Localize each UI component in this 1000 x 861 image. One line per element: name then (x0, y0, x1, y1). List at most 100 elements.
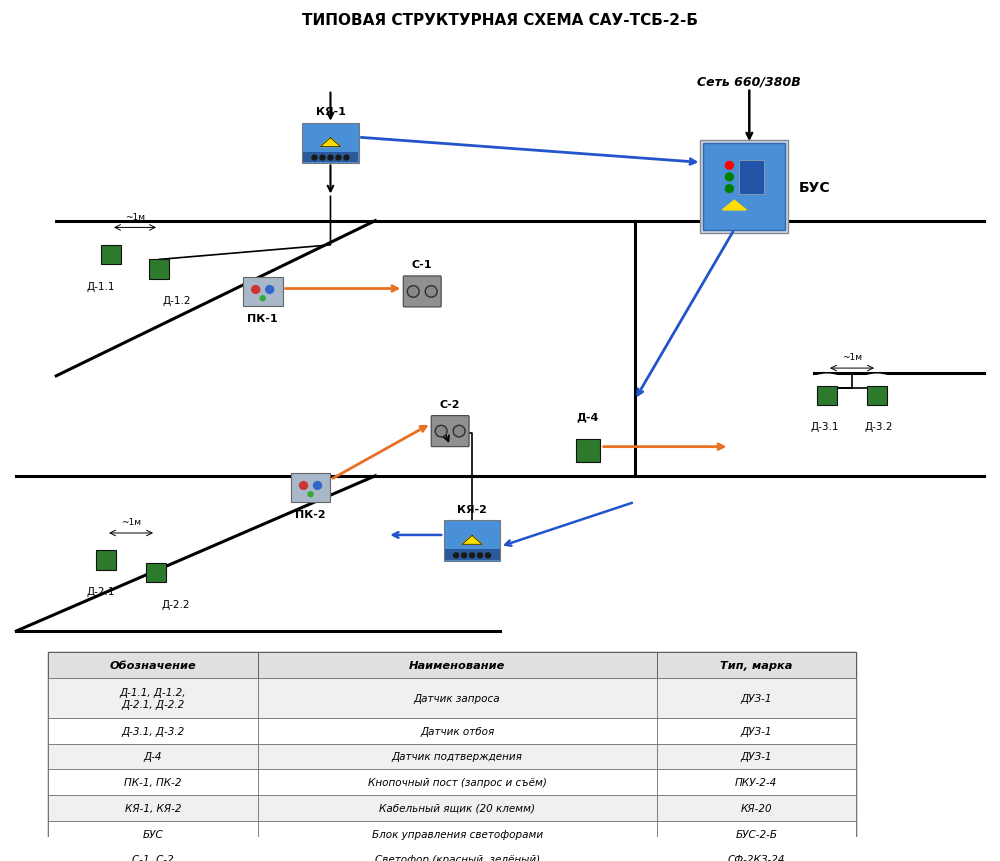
Text: Д-4: Д-4 (144, 752, 162, 762)
Bar (48, 718, 258, 744)
FancyBboxPatch shape (96, 551, 116, 570)
Circle shape (478, 554, 483, 558)
Bar (303, 152, 358, 164)
Circle shape (320, 156, 325, 161)
Circle shape (453, 426, 465, 437)
Bar (657, 678, 856, 718)
Bar (48, 744, 258, 770)
Polygon shape (722, 201, 746, 211)
Text: ~1м: ~1м (842, 353, 862, 362)
Text: Д-1.2: Д-1.2 (163, 296, 191, 306)
Text: КЯ-20: КЯ-20 (740, 803, 772, 813)
Text: ~1м: ~1м (121, 517, 141, 527)
Text: С-2: С-2 (440, 400, 460, 409)
Text: СФ-2КЗ-24: СФ-2КЗ-24 (728, 854, 785, 861)
FancyBboxPatch shape (703, 144, 785, 231)
Text: Д-3.1: Д-3.1 (811, 422, 839, 432)
Text: ШЭЛА: ШЭЛА (101, 709, 221, 741)
Circle shape (328, 156, 333, 161)
Text: ~1м: ~1м (125, 213, 145, 221)
FancyBboxPatch shape (302, 123, 359, 164)
Bar (657, 846, 856, 861)
Circle shape (314, 482, 321, 490)
Bar (48, 846, 258, 861)
Text: Д-1.1, Д-1.2,
Д-2.1, Д-2.2: Д-1.1, Д-1.2, Д-2.1, Д-2.2 (120, 687, 186, 709)
Bar (657, 653, 856, 678)
Text: БУС: БУС (143, 828, 163, 839)
Circle shape (435, 426, 447, 437)
Circle shape (455, 427, 464, 436)
Text: ТИПОВАЯ СТРУКТУРНАЯ СХЕМА САУ-ТСБ-2-Б: ТИПОВАЯ СТРУКТУРНАЯ СХЕМА САУ-ТСБ-2-Б (302, 13, 698, 28)
Text: Сеть 660/380В: Сеть 660/380В (697, 76, 801, 89)
FancyBboxPatch shape (403, 276, 441, 307)
FancyBboxPatch shape (817, 386, 837, 406)
Circle shape (437, 427, 446, 436)
Bar (48, 821, 258, 846)
Text: ↗: ↗ (98, 711, 124, 740)
Bar (48, 770, 258, 795)
Circle shape (462, 554, 467, 558)
Circle shape (427, 288, 436, 296)
Text: С-1, С-2: С-1, С-2 (132, 854, 174, 861)
Bar (657, 744, 856, 770)
Bar (657, 821, 856, 846)
FancyBboxPatch shape (576, 439, 600, 462)
Bar (258, 653, 657, 678)
Circle shape (725, 162, 733, 170)
Circle shape (266, 286, 274, 294)
Bar (258, 846, 657, 861)
Circle shape (308, 492, 313, 497)
Text: Кабельный ящик (20 клемм): Кабельный ящик (20 клемм) (379, 803, 535, 813)
Circle shape (312, 156, 317, 161)
Text: Датчик запроса: Датчик запроса (414, 693, 500, 703)
Bar (258, 770, 657, 795)
Circle shape (252, 286, 260, 294)
Bar (48, 653, 258, 678)
Text: БУС: БУС (799, 181, 831, 195)
Text: ДУЗ-1: ДУЗ-1 (741, 693, 772, 703)
Bar (258, 744, 657, 770)
Text: Датчик отбоя: Датчик отбоя (420, 726, 494, 736)
FancyBboxPatch shape (700, 141, 788, 234)
Circle shape (470, 554, 475, 558)
Bar (258, 678, 657, 718)
FancyBboxPatch shape (431, 416, 469, 447)
Circle shape (300, 482, 308, 490)
Circle shape (344, 156, 349, 161)
Circle shape (486, 554, 491, 558)
Bar (48, 678, 258, 718)
FancyBboxPatch shape (146, 563, 166, 583)
Circle shape (725, 174, 733, 182)
Bar (657, 718, 856, 744)
Text: ШЭЛА: ШЭЛА (341, 709, 460, 741)
Circle shape (425, 286, 437, 298)
Bar (48, 795, 258, 821)
Text: Д-2.1: Д-2.1 (87, 586, 115, 597)
Circle shape (409, 288, 418, 296)
Circle shape (725, 185, 733, 193)
Text: ПК-1, ПК-2: ПК-1, ПК-2 (124, 777, 182, 787)
Polygon shape (320, 139, 340, 147)
Text: Д-3.1, Д-3.2: Д-3.1, Д-3.2 (121, 726, 185, 736)
Text: С-1: С-1 (412, 260, 432, 269)
Bar (258, 821, 657, 846)
FancyBboxPatch shape (149, 260, 169, 280)
Text: Кнопочный пост (запрос и съём): Кнопочный пост (запрос и съём) (368, 777, 547, 787)
Bar (48, 653, 856, 861)
Text: ПКУ-2-4: ПКУ-2-4 (735, 777, 777, 787)
Text: ↗: ↗ (338, 711, 363, 740)
Text: Д-1.1: Д-1.1 (87, 282, 115, 292)
Text: Обозначение: Обозначение (110, 660, 196, 671)
Text: Д-2.2: Д-2.2 (162, 599, 190, 610)
Text: КЯ-1, КЯ-2: КЯ-1, КЯ-2 (125, 803, 181, 813)
Text: Д-4: Д-4 (577, 412, 599, 422)
Text: Светофор (красный, зелёный): Светофор (красный, зелёный) (375, 854, 540, 861)
FancyBboxPatch shape (867, 386, 887, 406)
Text: КЯ-1: КЯ-1 (316, 107, 345, 117)
Circle shape (407, 286, 419, 298)
FancyBboxPatch shape (444, 521, 500, 561)
Text: ДУЗ-1: ДУЗ-1 (741, 752, 772, 762)
Bar (657, 770, 856, 795)
Bar (657, 795, 856, 821)
FancyBboxPatch shape (101, 245, 121, 265)
